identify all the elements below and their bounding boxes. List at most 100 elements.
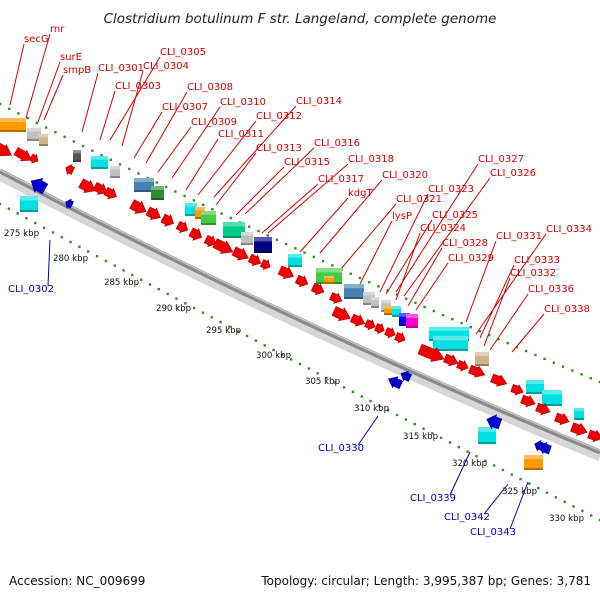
gene-label-cli-0311[interactable]: CLI_0311 [218, 129, 264, 140]
category-box [475, 352, 489, 366]
gene-arrow-plus [65, 163, 76, 176]
gene-arrow-plus [456, 359, 469, 372]
leader-cli-0327 [395, 163, 479, 293]
gene-label-kdgt[interactable]: kdgT [348, 188, 373, 199]
gene-label-cli-0336[interactable]: CLI_0336 [528, 284, 574, 295]
gene-label-cli-0333[interactable]: CLI_0333 [514, 255, 560, 266]
gene-label-cli-0316[interactable]: CLI_0316 [314, 138, 360, 149]
gene-label-cli-0331[interactable]: CLI_0331 [496, 231, 542, 242]
gene-label-cli-0332[interactable]: CLI_0332 [510, 268, 556, 279]
gene-label-cli-0305[interactable]: CLI_0305 [160, 47, 206, 58]
gene-label-cli-0310[interactable]: CLI_0310 [220, 97, 266, 108]
leader-cli-0310 [171, 106, 221, 179]
category-box [406, 314, 418, 328]
scale-tick-285-kbp: 285 kbp [104, 278, 139, 288]
gene-label-cli-0325[interactable]: CLI_0325 [432, 210, 478, 221]
gene-label-cli-0339[interactable]: CLI_0339 [410, 493, 456, 504]
gene-arrows [0, 141, 600, 455]
gene-label-secg[interactable]: secG [24, 34, 49, 45]
leader-kdgt [299, 197, 349, 253]
genome-backbone [0, 168, 600, 462]
leader-cli-0302 [47, 239, 51, 287]
gene-label-cli-0304[interactable]: CLI_0304 [143, 61, 189, 72]
gene-label-cli-0329[interactable]: CLI_0329 [448, 253, 494, 264]
map-title: Clostridium botulinum F str. Langeland, … [104, 11, 497, 27]
gene-arrow-plus [510, 384, 524, 396]
category-box [433, 336, 468, 351]
gene-arrow-plus [103, 186, 117, 200]
gene-arrow-plus [203, 234, 217, 248]
category-box [526, 380, 544, 394]
category-box [201, 211, 216, 225]
gene-label-cli-0312[interactable]: CLI_0312 [256, 111, 302, 122]
gene-arrow-plus [175, 220, 189, 234]
gene-label-cli-0342[interactable]: CLI_0342 [444, 512, 490, 523]
gene-label-cli-0313[interactable]: CLI_0313 [256, 143, 302, 154]
leader-rnr [25, 33, 51, 119]
gene-label-cli-0326[interactable]: CLI_0326 [490, 168, 536, 179]
leader-cli-0325 [385, 219, 433, 295]
gene-arrow-plus [28, 153, 39, 164]
gene-label-cli-0314[interactable]: CLI_0314 [296, 96, 342, 107]
gene-label-cli-0301[interactable]: CLI_0301 [98, 63, 144, 74]
gene-label-cli-0323[interactable]: CLI_0323 [428, 184, 474, 195]
gene-label-cli-0334[interactable]: CLI_0334 [546, 224, 592, 235]
leader-secg [9, 43, 25, 106]
gene-label-cli-0317[interactable]: CLI_0317 [318, 174, 364, 185]
leader-cli-0326 [403, 177, 491, 297]
gene-arrow-plus [331, 306, 351, 322]
gene-label-smpb[interactable]: smpB [63, 65, 91, 76]
gene-label-cli-0315[interactable]: CLI_0315 [284, 157, 330, 168]
gene-label-cli-0324[interactable]: CLI_0324 [420, 223, 466, 234]
category-box [254, 237, 272, 253]
gene-label-cli-0307[interactable]: CLI_0307 [162, 102, 208, 113]
gene-label-cli-0309[interactable]: CLI_0309 [191, 117, 237, 128]
gene-label-cli-0302[interactable]: CLI_0302 [8, 284, 54, 295]
gene-arrow-minus [534, 439, 545, 452]
gene-label-cli-0303[interactable]: CLI_0303 [115, 81, 161, 92]
gene-label-cli-0321[interactable]: CLI_0321 [396, 194, 442, 205]
gene-label-cli-0330[interactable]: CLI_0330 [318, 443, 364, 454]
inner-tick-track [0, 202, 600, 522]
category-boxes [0, 118, 584, 470]
genome-summary-text: Topology: circular; Length: 3,995,387 bp… [260, 574, 591, 588]
gene-label-rnr[interactable]: rnr [50, 24, 65, 35]
gene-arrow-plus [231, 246, 249, 261]
gene-arrow-plus [160, 213, 174, 227]
category-box [324, 276, 334, 284]
gene-label-cli-0327[interactable]: CLI_0327 [478, 154, 524, 165]
category-box [542, 390, 562, 406]
gene-label-cli-0320[interactable]: CLI_0320 [382, 170, 428, 181]
leader-cli-0307 [133, 111, 163, 159]
leader-cli-0332 [483, 277, 511, 347]
leader-cli-0333 [479, 264, 515, 339]
leader-cli-0317 [261, 183, 319, 234]
scale-tick-labels: 275 kbp 280 kbp 285 kbp 290 kbp 295 kbp 300 k… [4, 229, 584, 524]
gene-arrow-plus [349, 313, 366, 327]
gene-arrow-plus [277, 265, 294, 280]
leader-cli-0334 [475, 233, 547, 335]
leader-cli-0324 [395, 232, 421, 301]
gene-label-cli-0308[interactable]: CLI_0308 [187, 82, 233, 93]
gene-arrow-plus [417, 343, 445, 362]
gene-label-cli-0328[interactable]: CLI_0328 [442, 238, 488, 249]
gene-label-cli-0343[interactable]: CLI_0343 [470, 527, 516, 538]
gene-arrow-plus [384, 326, 396, 339]
leader-cli-0330 [357, 415, 379, 446]
leader-cli-0342 [483, 483, 509, 515]
gene-label-sure[interactable]: surE [60, 52, 82, 63]
gene-arrow-minus [65, 198, 74, 210]
leader-cli-0314 [213, 105, 297, 198]
scale-tick-330-kbp: 330 kbp [549, 514, 584, 524]
gene-arrow-plus [310, 282, 325, 296]
category-box [574, 408, 584, 420]
leader-cli-0323 [379, 193, 429, 293]
gene-arrow-plus [145, 206, 161, 221]
gene-label-lysp[interactable]: lysP [392, 211, 412, 222]
gene-arrow-plus [374, 322, 385, 335]
gene-label-cli-0338[interactable]: CLI_0338 [544, 304, 590, 315]
scale-tick-305-kbp: 305 kbp [305, 377, 340, 387]
gene-label-cli-0318[interactable]: CLI_0318 [348, 154, 394, 165]
leader-sure [37, 61, 61, 123]
gene-arrow-minus [30, 178, 49, 195]
